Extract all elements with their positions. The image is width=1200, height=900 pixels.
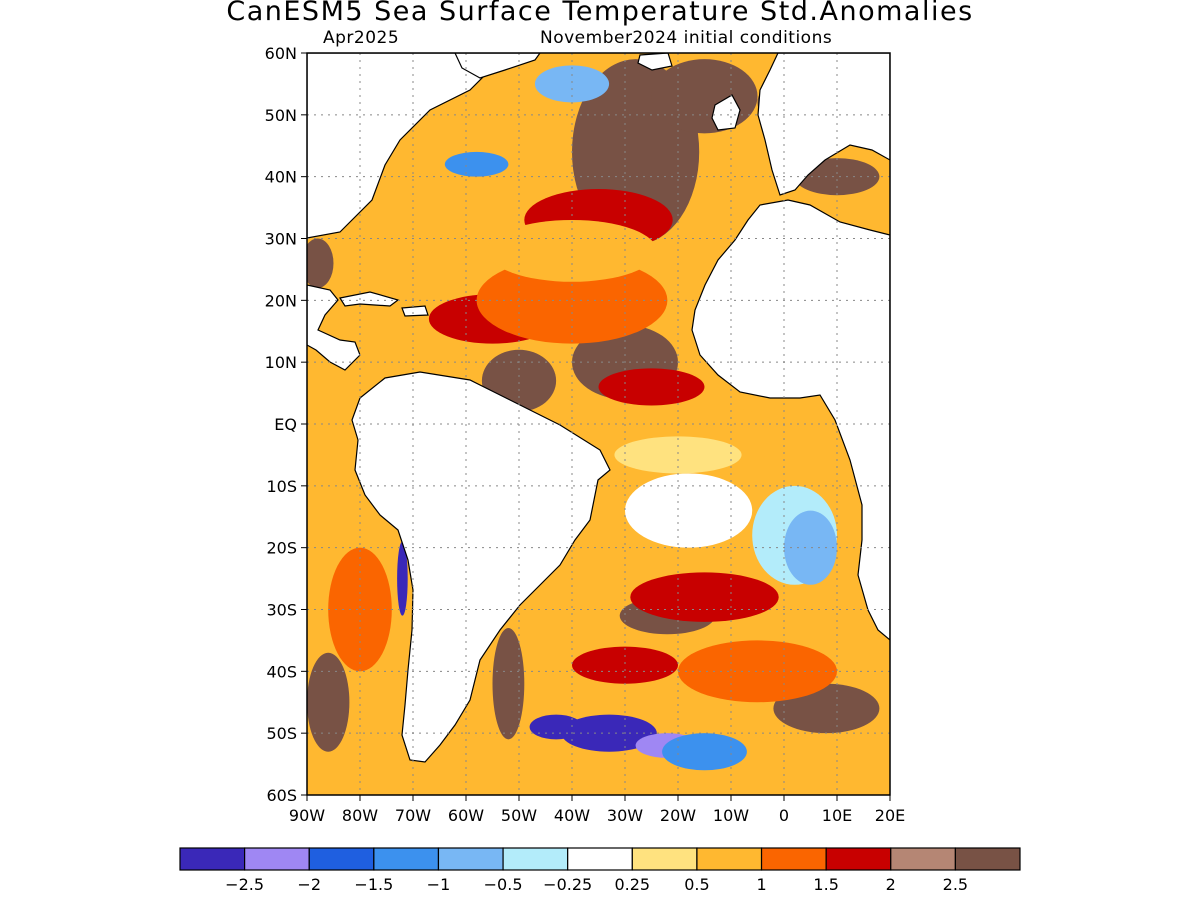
- colorbar-swatch: [179, 847, 246, 871]
- colorbar-swatch: [437, 847, 504, 871]
- lat-tick-label: 50S: [266, 724, 297, 743]
- colorbar-label: −0.5: [484, 875, 523, 894]
- land-europe: [757, 53, 890, 196]
- latitude-axis: 60N 50N 40N 30N 20N 10N EQ 10S 20S 30S 40S 50S 60S: [265, 44, 307, 805]
- anomaly-region: [598, 368, 705, 406]
- colorbar-label: −0.25: [543, 875, 592, 894]
- colorbar-label: 0.25: [614, 875, 650, 894]
- lat-tick-label: 10S: [266, 477, 297, 496]
- land-greenland: [454, 53, 541, 79]
- anomaly-region: [307, 652, 350, 752]
- anomaly-region: [397, 541, 408, 616]
- colorbar-label: 0.5: [684, 875, 709, 894]
- anomaly-region: [784, 510, 837, 585]
- lon-tick-label: 40W: [554, 806, 590, 825]
- lon-tick-label: 90W: [289, 806, 325, 825]
- colorbar-label: −2: [297, 875, 321, 894]
- colorbar-swatch: [760, 847, 827, 871]
- lon-tick-label: 10E: [822, 806, 852, 825]
- anomaly-region: [476, 257, 668, 344]
- gridlines: [307, 53, 890, 795]
- anomaly-region: [572, 646, 678, 684]
- lon-tick-label: 10W: [713, 806, 749, 825]
- valid-month-label: Apr2025: [323, 28, 400, 48]
- colorbar-swatch: [696, 847, 763, 871]
- longitude-axis: 90W 80W 70W 60W 50W 40W 30W 20W 10W 0 10E 20E: [289, 795, 905, 825]
- land-british-isles: [711, 94, 741, 131]
- map-title: CanESM5 Sea Surface Temperature Std.Anom…: [226, 0, 974, 27]
- colorbar-label: −1.5: [354, 875, 393, 894]
- lat-tick-label: 10N: [265, 353, 297, 372]
- lat-tick-label: 60S: [266, 786, 297, 805]
- colorbar: [179, 847, 1021, 871]
- colorbar-swatch: [890, 847, 956, 871]
- colorbar-label: −1: [427, 875, 451, 894]
- lat-tick-label: 50N: [265, 106, 297, 125]
- lat-tick-label: 30S: [266, 601, 297, 620]
- map-area: [307, 53, 890, 795]
- lat-tick-label: 30N: [265, 230, 297, 249]
- anomaly-region: [534, 65, 610, 103]
- lon-tick-label: 30W: [607, 806, 643, 825]
- anomaly-region: [630, 572, 779, 622]
- colorbar-labels: −2.5 −2 −1.5 −1 −0.5 −0.25 0.25 0.5 1 1.5 2 2.5: [225, 875, 968, 894]
- lat-tick-label: 20N: [265, 291, 297, 310]
- lon-tick-label: 80W: [342, 806, 378, 825]
- lat-tick-label: 40S: [266, 662, 297, 681]
- land-hispaniola: [401, 305, 429, 317]
- lon-tick-label: 60W: [448, 806, 484, 825]
- land-south-america: [351, 371, 611, 763]
- colorbar-label: 1: [756, 875, 766, 894]
- lon-tick-label: 20W: [660, 806, 696, 825]
- land-central-america: [307, 284, 361, 371]
- land-africa: [691, 199, 890, 641]
- colorbar-swatch: [567, 847, 633, 871]
- anomaly-region: [529, 714, 583, 740]
- colorbar-swatch: [308, 847, 375, 871]
- lon-tick-label: 20E: [875, 806, 905, 825]
- lat-tick-label: 40N: [265, 168, 297, 187]
- colorbar-swatch: [244, 847, 310, 871]
- lat-tick-label: 20S: [266, 539, 297, 558]
- colorbar-swatch: [825, 847, 892, 871]
- anomaly-region: [678, 640, 837, 703]
- land-cuba: [339, 291, 400, 307]
- colorbar-label: 1.5: [813, 875, 838, 894]
- init-conditions-label: November2024 initial conditions: [540, 28, 833, 48]
- anomaly-region: [625, 473, 753, 548]
- colorbar-swatch: [631, 847, 698, 871]
- lat-tick-label: EQ: [274, 415, 297, 434]
- anomaly-region: [492, 628, 525, 740]
- colorbar-label: 2.5: [943, 875, 968, 894]
- anomaly-region: [614, 436, 742, 474]
- anomaly-region: [328, 547, 392, 672]
- colorbar-label: −2.5: [225, 875, 264, 894]
- lon-tick-label: 0: [779, 806, 789, 825]
- anomaly-region: [662, 733, 747, 771]
- colorbar-label: 2: [886, 875, 896, 894]
- anomaly-region: [651, 59, 758, 134]
- colorbar-swatch: [373, 847, 440, 871]
- lat-tick-label: 60N: [265, 44, 297, 63]
- land-masses: [307, 53, 890, 763]
- anomaly-region: [307, 238, 334, 288]
- anomaly-region: [444, 151, 509, 177]
- lon-tick-label: 70W: [395, 806, 431, 825]
- colorbar-swatch: [954, 847, 1021, 871]
- lon-tick-label: 50W: [501, 806, 537, 825]
- colorbar-swatch: [502, 847, 569, 871]
